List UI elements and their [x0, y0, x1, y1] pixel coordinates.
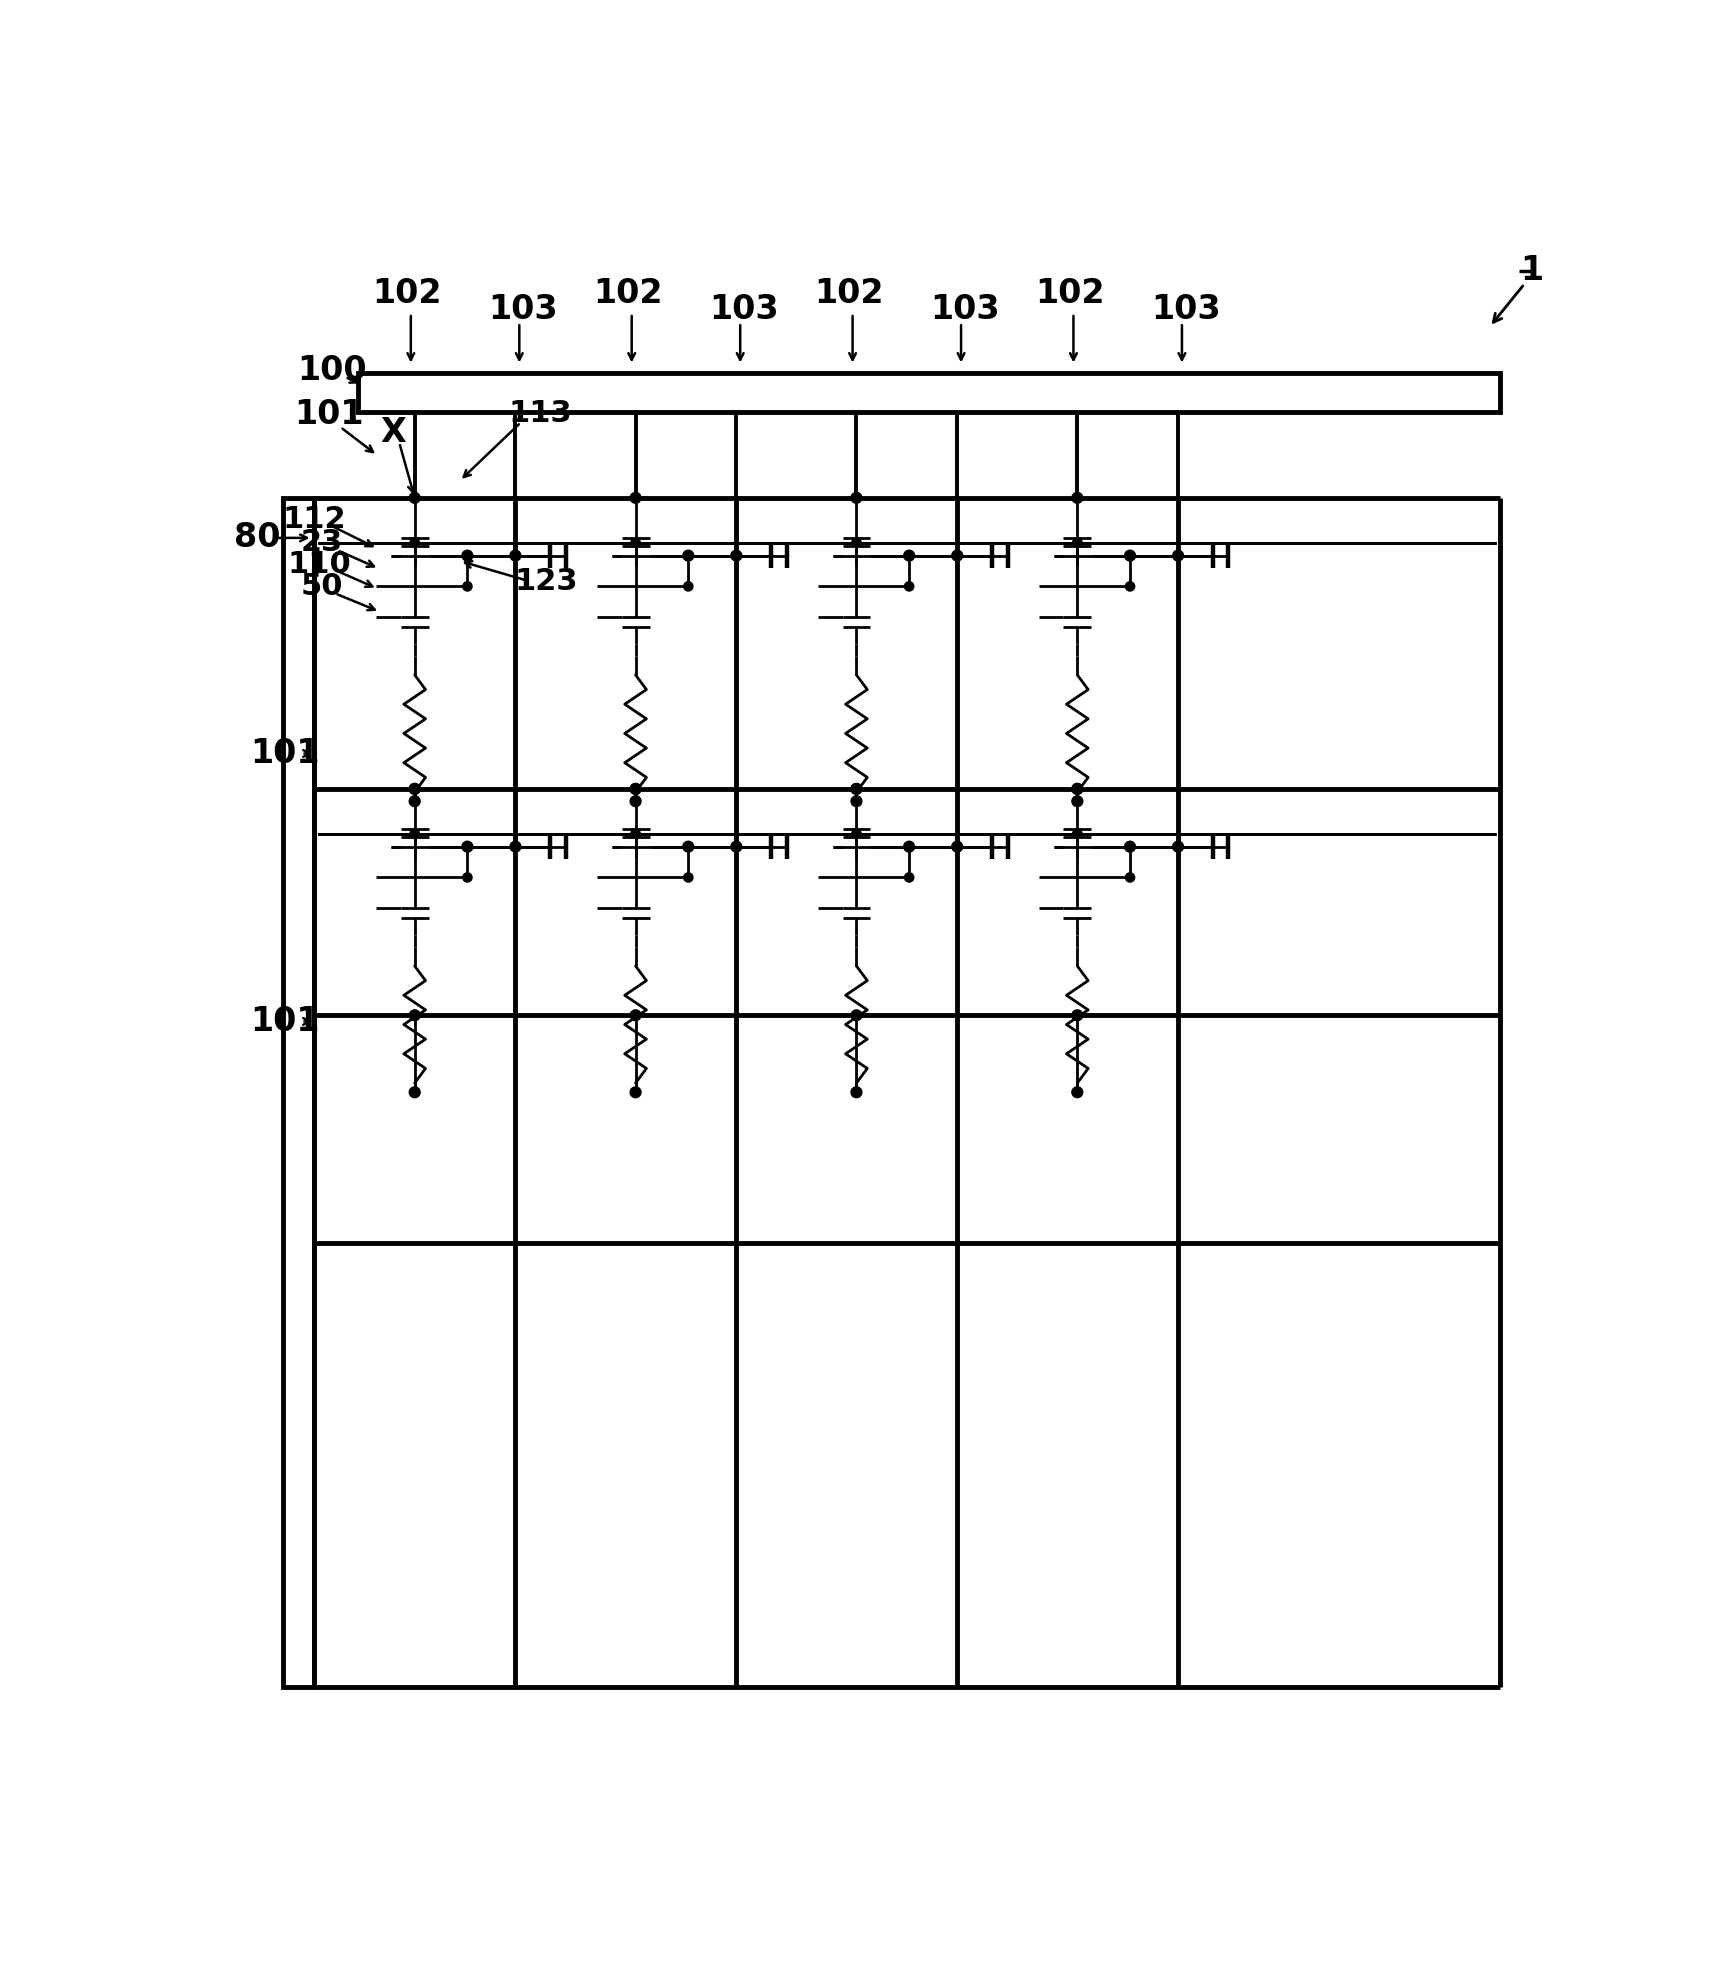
Circle shape: [850, 783, 862, 795]
Circle shape: [852, 828, 861, 838]
Text: 112: 112: [282, 506, 345, 533]
Circle shape: [409, 492, 421, 504]
Circle shape: [631, 537, 641, 547]
Circle shape: [462, 873, 472, 881]
Text: 50: 50: [301, 572, 344, 600]
Circle shape: [682, 842, 694, 852]
Text: 102: 102: [593, 277, 663, 311]
Circle shape: [1072, 828, 1082, 838]
Circle shape: [1072, 1088, 1082, 1098]
Circle shape: [850, 797, 862, 806]
Circle shape: [1072, 537, 1082, 547]
Text: 102: 102: [814, 277, 883, 311]
Text: 80: 80: [234, 521, 280, 555]
Circle shape: [631, 797, 641, 806]
Circle shape: [510, 551, 521, 561]
Circle shape: [1072, 783, 1082, 795]
Text: 101: 101: [249, 738, 320, 769]
Circle shape: [850, 492, 862, 504]
Circle shape: [631, 1009, 641, 1021]
Text: 1: 1: [1520, 254, 1544, 287]
Circle shape: [684, 582, 692, 590]
Text: 103: 103: [1151, 293, 1220, 327]
Circle shape: [730, 842, 742, 852]
Circle shape: [1173, 842, 1184, 852]
Circle shape: [510, 842, 521, 852]
Text: 101: 101: [249, 1005, 320, 1039]
Circle shape: [682, 551, 694, 561]
Circle shape: [409, 783, 421, 795]
Bar: [357, 374, 1500, 411]
Text: 23: 23: [301, 527, 344, 557]
Circle shape: [462, 842, 472, 852]
Circle shape: [1072, 492, 1082, 504]
Circle shape: [631, 492, 641, 504]
Circle shape: [952, 551, 962, 561]
Circle shape: [1125, 582, 1134, 590]
Text: 123: 123: [515, 566, 579, 596]
Circle shape: [952, 842, 962, 852]
Text: 113: 113: [509, 399, 572, 427]
Text: 102: 102: [1034, 277, 1105, 311]
Text: 103: 103: [488, 293, 558, 327]
Circle shape: [409, 1009, 421, 1021]
Circle shape: [850, 1088, 862, 1098]
Circle shape: [1173, 551, 1184, 561]
Circle shape: [904, 873, 914, 881]
Circle shape: [1125, 551, 1136, 561]
Circle shape: [462, 582, 472, 590]
Circle shape: [631, 783, 641, 795]
Circle shape: [852, 537, 861, 547]
Circle shape: [409, 1088, 421, 1098]
Circle shape: [904, 842, 914, 852]
Circle shape: [1125, 842, 1136, 852]
Circle shape: [411, 828, 419, 838]
Bar: [283, 498, 314, 1688]
Circle shape: [411, 537, 419, 547]
Circle shape: [1072, 783, 1082, 795]
Circle shape: [409, 783, 421, 795]
Circle shape: [850, 783, 862, 795]
Circle shape: [631, 828, 641, 838]
Circle shape: [1072, 1009, 1082, 1021]
Circle shape: [850, 1009, 862, 1021]
Circle shape: [730, 551, 742, 561]
Circle shape: [1125, 873, 1134, 881]
Circle shape: [904, 582, 914, 590]
Circle shape: [684, 873, 692, 881]
Text: 100: 100: [297, 354, 368, 387]
Text: X: X: [380, 415, 405, 448]
Text: 103: 103: [929, 293, 1000, 327]
Text: 101: 101: [295, 397, 364, 431]
Circle shape: [409, 797, 421, 806]
Text: 110: 110: [287, 549, 350, 578]
Text: 103: 103: [710, 293, 778, 327]
Circle shape: [631, 1088, 641, 1098]
Text: 102: 102: [373, 277, 442, 311]
Circle shape: [631, 783, 641, 795]
Circle shape: [904, 551, 914, 561]
Circle shape: [1072, 797, 1082, 806]
Circle shape: [462, 551, 472, 561]
